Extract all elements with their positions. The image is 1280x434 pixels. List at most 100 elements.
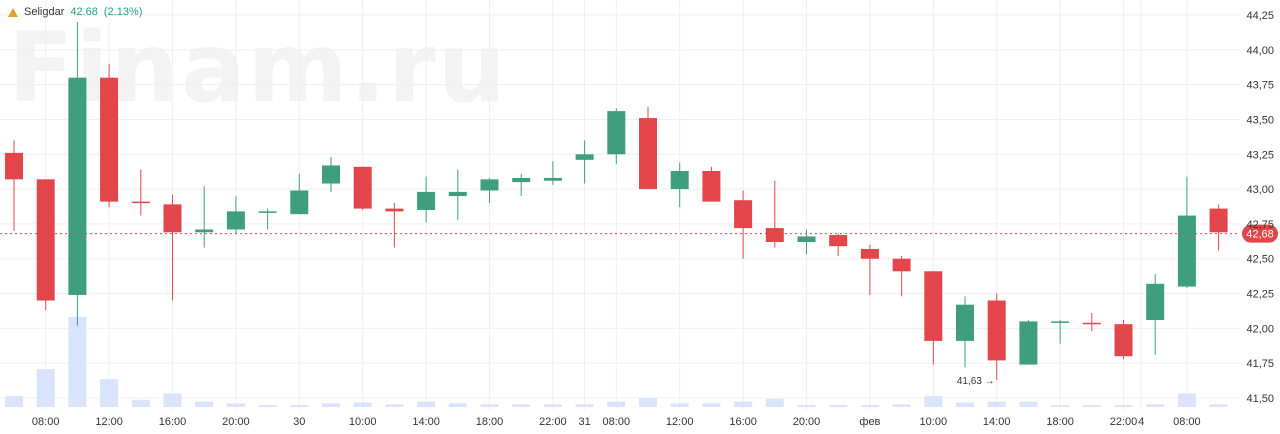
- x-tick-label: 30: [293, 416, 305, 428]
- volume-bar: [100, 379, 119, 407]
- x-tick-label: 12:00: [95, 416, 123, 428]
- volume-bar: [670, 403, 689, 407]
- volume-bar: [607, 401, 626, 407]
- volume-bar: [892, 404, 911, 407]
- volume-bars: [5, 317, 1228, 407]
- candle-body: [5, 152, 23, 180]
- volume-bar: [1146, 404, 1165, 407]
- candle-body: [36, 179, 55, 301]
- candle-body: [480, 179, 499, 191]
- legend-change: (2.13%): [103, 6, 143, 18]
- y-tick-label: 41,50: [1246, 393, 1274, 405]
- y-tick-label: 42,25: [1246, 289, 1274, 301]
- volume-bar: [1114, 405, 1133, 407]
- volume-bar: [36, 369, 55, 407]
- candle-body: [448, 191, 467, 197]
- candle-body: [639, 118, 657, 190]
- y-axis: 41,50 41,75 42,00 42,25 42,50 42,75 43,00 43,25…: [1246, 10, 1274, 405]
- y-tick-label: 42,75: [1246, 219, 1274, 231]
- volume-bar: [1082, 405, 1101, 407]
- x-tick-label: 12:00: [666, 416, 694, 428]
- volume-bar: [226, 403, 245, 407]
- candle-body: [417, 191, 436, 210]
- legend-symbol: Seligdar: [24, 6, 65, 18]
- last-price-label: 42,68: [1246, 229, 1274, 241]
- candle-body: [797, 236, 816, 243]
- volume-bar: [68, 317, 87, 407]
- low-annotation: 41,63 →: [957, 376, 995, 387]
- candle-body: [1082, 322, 1101, 325]
- volume-bar: [734, 401, 753, 407]
- candle-body: [1209, 208, 1228, 233]
- legend-price: 42.68: [70, 6, 98, 18]
- annotation: 41,63 →: [957, 376, 995, 387]
- x-tick-label: 10:00: [920, 416, 948, 428]
- candle-body: [607, 111, 626, 155]
- candle-body: [353, 166, 372, 209]
- candle-body: [670, 170, 689, 190]
- x-axis: 08:00 12:00 16:00 20:00 30 10:00 14:00 18:00 22:…: [32, 416, 1201, 428]
- volume-bar: [956, 402, 974, 407]
- chart-legend: Seligdar 42.68 (2.13%): [8, 6, 142, 18]
- grid-lines: [0, 0, 1240, 410]
- candle-body: [1177, 215, 1196, 287]
- candle-body: [195, 229, 214, 233]
- warning-triangle-icon: [8, 7, 18, 17]
- volume-bar: [258, 405, 277, 407]
- volume-bar: [163, 393, 182, 407]
- candle-body: [1146, 283, 1165, 321]
- candle-body: [163, 204, 182, 233]
- x-tick-label: 22:00: [539, 416, 567, 428]
- y-tick-label: 44,00: [1246, 45, 1274, 57]
- x-tick-label: 08:00: [603, 416, 631, 428]
- y-tick-label: 43,00: [1246, 184, 1274, 196]
- x-tick-label: 18:00: [476, 416, 504, 428]
- y-tick-label: 42,00: [1246, 323, 1274, 335]
- candle-body: [1114, 324, 1133, 357]
- candle-body: [702, 170, 721, 202]
- x-tick-label: 20:00: [793, 416, 821, 428]
- y-tick-label: 43,75: [1246, 80, 1274, 92]
- candle-body: [987, 300, 1006, 361]
- volume-bar: [1051, 405, 1070, 407]
- x-tick-label: фев: [859, 416, 880, 428]
- x-tick-label: 22:00: [1110, 416, 1138, 428]
- volume-bar: [829, 405, 848, 407]
- x-tick-label: 14:00: [983, 416, 1011, 428]
- candle-body: [956, 304, 974, 341]
- volume-bar: [575, 404, 594, 407]
- candle-body: [892, 258, 911, 272]
- y-tick-label: 42,50: [1246, 254, 1274, 266]
- x-tick-label: 18:00: [1046, 416, 1074, 428]
- volume-bar: [765, 398, 784, 407]
- candle-body: [829, 235, 848, 247]
- volume-bar: [131, 399, 150, 407]
- x-tick-label: 31: [578, 416, 590, 428]
- volume-bar: [195, 401, 214, 407]
- volume-bar: [322, 403, 340, 407]
- candle-body: [258, 211, 277, 213]
- volume-bar: [1209, 404, 1228, 407]
- candle-body: [131, 201, 150, 204]
- volume-bar: [5, 396, 23, 407]
- candle-body: [385, 208, 404, 212]
- candle-body: [322, 165, 340, 184]
- y-tick-label: 43,25: [1246, 149, 1274, 161]
- x-tick-label: 16:00: [729, 416, 757, 428]
- candle-body: [100, 77, 119, 202]
- volume-bar: [290, 405, 309, 407]
- x-tick-label: 08:00: [1173, 416, 1201, 428]
- last-price-tag: [1242, 224, 1278, 243]
- volume-bar: [702, 403, 721, 407]
- candle-body: [734, 200, 753, 229]
- volume-bar: [924, 396, 943, 407]
- candle-body: [1051, 321, 1070, 323]
- volume-bar: [1019, 401, 1038, 407]
- x-tick-label: 08:00: [32, 416, 60, 428]
- x-tick-label: 10:00: [349, 416, 377, 428]
- volume-bar: [639, 398, 657, 407]
- candle-body: [290, 190, 309, 215]
- volume-bar: [797, 405, 816, 407]
- volume-bar: [480, 404, 499, 407]
